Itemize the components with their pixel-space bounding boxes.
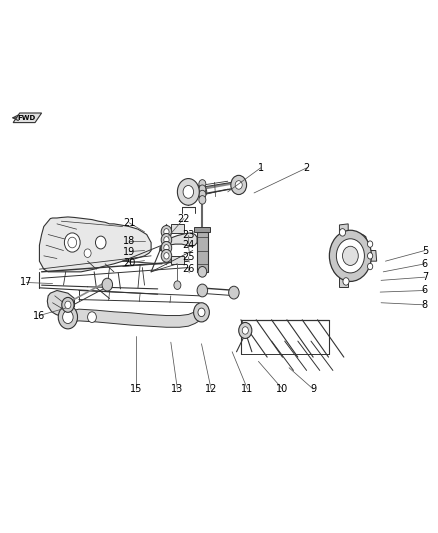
Circle shape bbox=[367, 253, 373, 259]
Text: 24: 24 bbox=[182, 240, 194, 250]
Circle shape bbox=[343, 246, 358, 265]
Polygon shape bbox=[47, 290, 74, 316]
Circle shape bbox=[65, 301, 71, 309]
Text: 9: 9 bbox=[310, 384, 316, 394]
Circle shape bbox=[367, 241, 373, 247]
Circle shape bbox=[197, 284, 208, 297]
Circle shape bbox=[84, 249, 91, 257]
Circle shape bbox=[95, 236, 106, 249]
Circle shape bbox=[198, 266, 207, 277]
Text: 18: 18 bbox=[123, 236, 135, 246]
Circle shape bbox=[102, 278, 113, 291]
Text: 12: 12 bbox=[205, 384, 217, 394]
Text: 7: 7 bbox=[422, 272, 428, 282]
Text: 21: 21 bbox=[123, 218, 135, 228]
Circle shape bbox=[239, 322, 252, 338]
Text: 8: 8 bbox=[422, 300, 428, 310]
Circle shape bbox=[235, 181, 242, 189]
Polygon shape bbox=[171, 224, 184, 233]
Circle shape bbox=[164, 253, 169, 259]
Circle shape bbox=[161, 241, 172, 254]
Circle shape bbox=[64, 233, 80, 252]
Text: 23: 23 bbox=[182, 230, 194, 239]
Polygon shape bbox=[339, 224, 348, 233]
Polygon shape bbox=[194, 227, 210, 232]
Circle shape bbox=[199, 190, 206, 199]
Circle shape bbox=[62, 297, 74, 312]
Circle shape bbox=[164, 229, 169, 235]
Circle shape bbox=[329, 230, 371, 281]
Circle shape bbox=[199, 180, 206, 188]
Circle shape bbox=[68, 237, 77, 248]
Text: 2: 2 bbox=[304, 163, 310, 173]
Text: 13: 13 bbox=[171, 384, 184, 394]
Text: 20: 20 bbox=[123, 258, 135, 268]
Text: 11: 11 bbox=[241, 384, 254, 394]
Text: 26: 26 bbox=[182, 264, 194, 273]
Circle shape bbox=[183, 185, 194, 198]
Polygon shape bbox=[13, 113, 42, 123]
Polygon shape bbox=[339, 277, 348, 287]
Circle shape bbox=[88, 312, 96, 322]
Polygon shape bbox=[330, 233, 368, 277]
Polygon shape bbox=[197, 232, 208, 272]
Text: 5: 5 bbox=[422, 246, 428, 255]
Text: 10: 10 bbox=[276, 384, 289, 394]
Circle shape bbox=[161, 225, 172, 238]
Circle shape bbox=[199, 185, 206, 193]
Circle shape bbox=[367, 263, 373, 270]
Circle shape bbox=[343, 278, 349, 285]
Circle shape bbox=[198, 187, 207, 197]
Polygon shape bbox=[367, 251, 377, 261]
Text: 19: 19 bbox=[123, 247, 135, 256]
Text: 6: 6 bbox=[422, 286, 428, 295]
Text: FWD: FWD bbox=[17, 115, 35, 121]
Circle shape bbox=[336, 239, 364, 273]
Circle shape bbox=[242, 327, 248, 334]
Circle shape bbox=[164, 245, 169, 251]
Circle shape bbox=[339, 229, 346, 236]
Circle shape bbox=[231, 175, 247, 195]
Circle shape bbox=[164, 237, 169, 243]
Circle shape bbox=[229, 286, 239, 299]
Circle shape bbox=[161, 249, 172, 262]
Circle shape bbox=[63, 311, 73, 324]
Polygon shape bbox=[68, 306, 201, 327]
Polygon shape bbox=[39, 217, 151, 272]
Polygon shape bbox=[171, 256, 184, 264]
Polygon shape bbox=[160, 233, 197, 251]
Text: 6: 6 bbox=[422, 259, 428, 269]
Text: 17: 17 bbox=[20, 278, 32, 287]
Circle shape bbox=[194, 303, 209, 322]
Circle shape bbox=[174, 281, 181, 289]
Circle shape bbox=[199, 196, 206, 204]
Text: 1: 1 bbox=[258, 163, 264, 173]
Circle shape bbox=[198, 308, 205, 317]
Text: 16: 16 bbox=[33, 311, 46, 320]
Circle shape bbox=[161, 233, 172, 246]
Text: 22: 22 bbox=[178, 214, 190, 223]
Circle shape bbox=[58, 305, 78, 329]
Text: 15: 15 bbox=[130, 384, 142, 394]
Text: 25: 25 bbox=[182, 252, 194, 262]
Circle shape bbox=[177, 179, 199, 205]
